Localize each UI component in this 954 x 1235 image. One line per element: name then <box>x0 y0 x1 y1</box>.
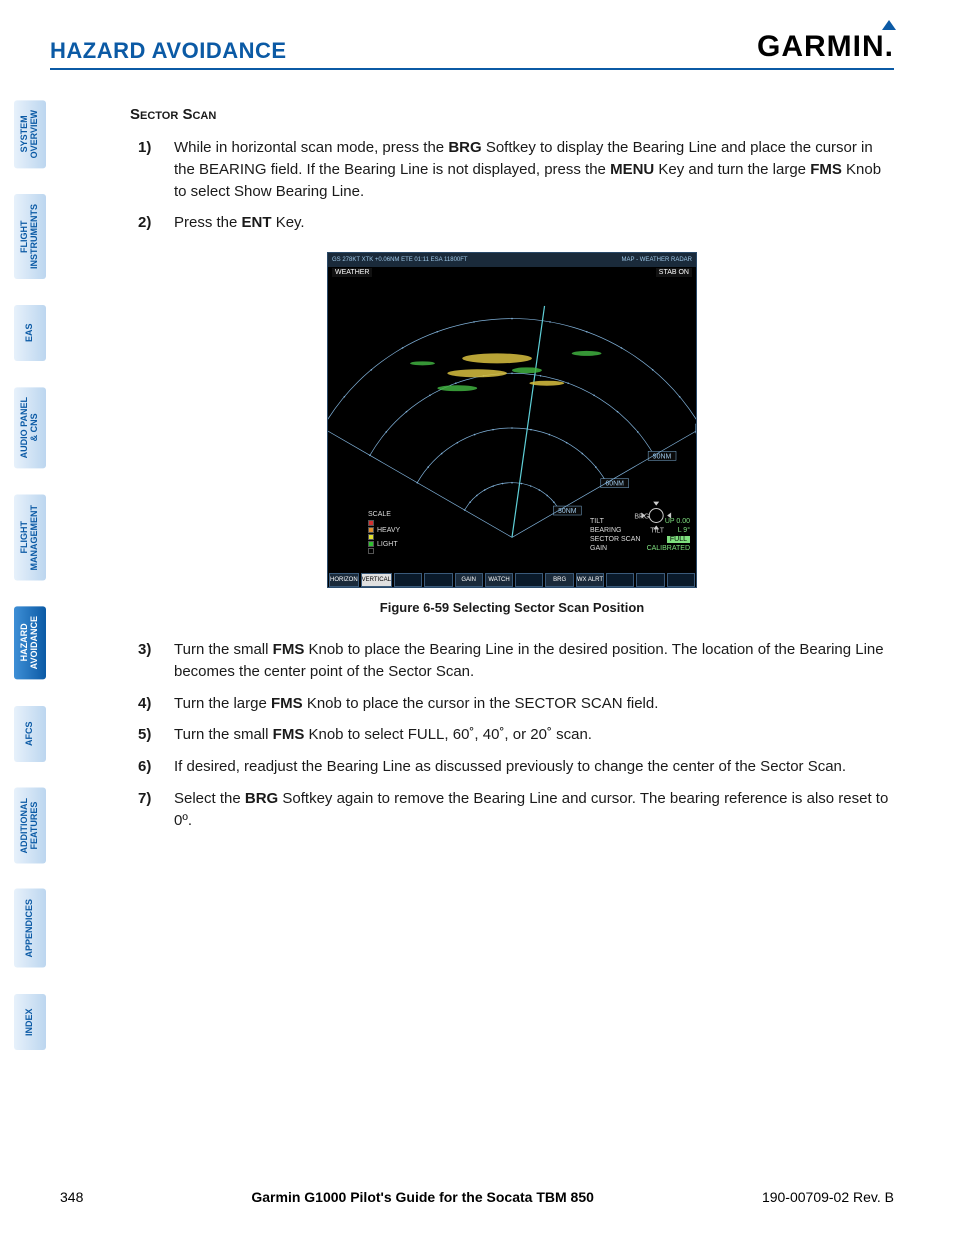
figure-caption: Figure 6-59 Selecting Sector Scan Positi… <box>130 600 894 615</box>
nav-tab[interactable]: INDEX <box>14 994 46 1050</box>
softkey <box>394 573 422 587</box>
nav-tab[interactable]: EAS <box>14 305 46 361</box>
softkey[interactable]: GAIN <box>455 573 483 587</box>
softkey[interactable]: WATCH <box>485 573 513 587</box>
radar-display: 30NM60NM90NM120NMBRGTILT SCALE HEAVYLIGH… <box>328 278 696 573</box>
nav-tab[interactable]: SYSTEM OVERVIEW <box>14 100 46 168</box>
page-number: 348 <box>60 1189 83 1205</box>
softkey <box>606 573 634 587</box>
softkey <box>515 573 543 587</box>
stab-label: STAB ON <box>656 268 692 277</box>
footer-title: Garmin G1000 Pilot's Guide for the Socat… <box>251 1189 594 1205</box>
softkey <box>667 573 695 587</box>
softkey <box>424 573 452 587</box>
content-area: Sector Scan While in horizontal scan mod… <box>130 106 894 831</box>
step: Turn the large FMS Knob to place the cur… <box>160 693 894 715</box>
nav-tab[interactable]: FLIGHT INSTRUMENTS <box>14 194 46 279</box>
weather-mode-label: WEATHER <box>332 268 372 277</box>
radar-scale-legend: SCALE HEAVYLIGHT <box>368 511 400 555</box>
radar-header-right: MAP - WEATHER RADAR <box>622 257 692 263</box>
step: While in horizontal scan mode, press the… <box>160 137 894 202</box>
step: Select the BRG Softkey again to remove t… <box>160 788 894 832</box>
nav-tab[interactable]: APPENDICES <box>14 889 46 968</box>
side-nav-tabs: SYSTEM OVERVIEW FLIGHT INSTRUMENTS EAS AUDI… <box>14 100 46 1050</box>
garmin-logo: GARMIN. <box>757 30 894 64</box>
step: Press the ENT Key. <box>160 212 894 234</box>
radar-softkey-bar: HORIZONVERTICAL GAINWATCH BRGWX ALRT <box>328 573 696 587</box>
page-header: HAZARD AVOIDANCE GARMIN. <box>50 30 894 70</box>
softkey[interactable]: HORIZON <box>329 573 359 587</box>
section-title: HAZARD AVOIDANCE <box>50 38 287 64</box>
nav-tab[interactable]: ADDITIONAL FEATURES <box>14 788 46 864</box>
subheading: Sector Scan <box>130 106 894 123</box>
softkey[interactable]: VERTICAL <box>361 573 392 587</box>
nav-tab[interactable]: FLIGHT MANAGEMENT <box>14 495 46 581</box>
radar-header-bar: GS 278KT XTK +0.06NM ETE 01:11 ESA 11800… <box>328 253 696 267</box>
softkey <box>636 573 664 587</box>
nav-tab[interactable]: AFCS <box>14 706 46 762</box>
softkey[interactable]: WX ALRT <box>576 573 604 587</box>
step: Turn the small FMS Knob to select FULL, … <box>160 724 894 746</box>
page-footer: 348 Garmin G1000 Pilot's Guide for the S… <box>60 1189 894 1205</box>
step: Turn the small FMS Knob to place the Bea… <box>160 639 894 683</box>
softkey[interactable]: BRG <box>545 573 573 587</box>
nav-tab[interactable]: AUDIO PANEL & CNS <box>14 387 46 468</box>
radar-header-left: GS 278KT XTK +0.06NM ETE 01:11 ESA 11800… <box>332 257 468 263</box>
radar-figure: GS 278KT XTK +0.06NM ETE 01:11 ESA 11800… <box>327 252 697 588</box>
procedure-steps-bottom: Turn the small FMS Knob to place the Bea… <box>130 639 894 831</box>
procedure-steps-top: While in horizontal scan mode, press the… <box>130 137 894 234</box>
doc-revision: 190-00709-02 Rev. B <box>762 1189 894 1205</box>
step: If desired, readjust the Bearing Line as… <box>160 756 894 778</box>
radar-info-block: TILTUP 0.00BEARINGL 9°SECTOR SCANFULLGAI… <box>590 517 690 553</box>
nav-tab[interactable]: HAZARD AVOIDANCE <box>14 606 46 679</box>
